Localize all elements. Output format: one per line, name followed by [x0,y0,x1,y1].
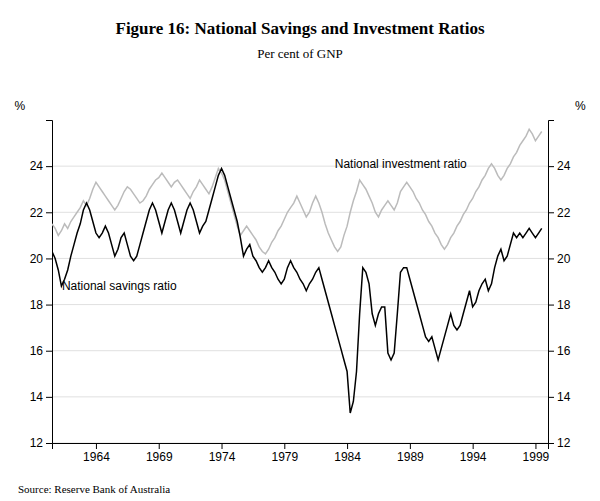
y2-tick-label: 24 [557,159,571,173]
x-tick-mark [159,443,160,449]
y-axis-line [46,121,53,444]
y2-tick: 18 [548,298,571,312]
y-tick-label: 22 [30,206,44,220]
y-tick: 22 [30,206,52,220]
grid-line [52,258,548,259]
y2-tick: 16 [548,344,571,358]
y2-tick-label: 14 [557,390,571,404]
y2-tick-mark [548,212,554,213]
x-tick-label: 1994 [460,450,487,464]
grid [52,166,548,443]
y2-tick-mark [548,351,554,352]
y2-axis-label: % [575,99,586,113]
y2-tick-mark [548,166,554,167]
x-tick: 1974 [209,443,236,464]
subtitle: Per cent of GNP [257,46,343,61]
y2-tick: 12 [548,436,571,450]
y-tick-mark [46,443,52,444]
y-tick: 24 [30,159,52,173]
x-tick-mark [410,443,411,449]
y2-tick: 20 [548,252,571,266]
x-tick-mark [347,443,348,449]
y-axis-label: % [14,99,25,113]
y2-tick-mark [548,397,554,398]
x-tick-label: 1969 [146,450,173,464]
y-tick: 18 [30,298,52,312]
x-tick-label: 1999 [523,450,550,464]
y-tick: 14 [30,390,52,404]
grid-line [52,396,548,397]
y-tick-label: 24 [30,159,44,173]
y2-tick-label: 22 [557,206,571,220]
y2-tick-label: 20 [557,252,571,266]
y2-tick: 22 [548,206,571,220]
title: Figure 16: National Savings and Investme… [116,19,485,38]
x-tick: 1999 [523,443,550,464]
y-tick-mark [46,351,52,352]
x-tick-mark [96,443,97,449]
y2-tick: 24 [548,159,571,173]
y2-tick-mark [548,258,554,259]
source: Source: Reserve Bank of Australia [18,483,170,495]
series-label: National savings ratio [62,279,177,293]
y-tick-label: 12 [30,436,44,450]
x-tick-label: 1974 [209,450,236,464]
y2-tick-label: 12 [557,436,571,450]
y-axis: 12 14 16 18 20 22 24 [30,121,53,451]
series-label: National investment ratio [335,157,467,171]
grid-line [52,166,548,167]
x-axis: 1964 1969 1974 1979 1984 1989 1994 1999 [53,443,550,464]
y-tick-mark [46,166,52,167]
x-axis-line [53,444,549,450]
y-tick-label: 16 [30,344,44,358]
y-tick: 16 [30,344,52,358]
y2-tick: 14 [548,390,571,404]
x-tick: 1964 [83,443,110,464]
x-tick-mark [284,443,285,449]
chart: 1964 1969 1974 1979 1984 1989 1994 1999 12 14 16 18… [0,0,600,501]
y2-tick-label: 18 [557,298,571,312]
x-tick-label: 1979 [271,450,298,464]
y-tick-mark [46,397,52,398]
x-tick-mark [535,443,536,449]
x-tick-mark [473,443,474,449]
y-tick: 20 [30,252,52,266]
x-tick: 1989 [397,443,424,464]
x-tick-label: 1989 [397,450,424,464]
y2-tick-mark [548,305,554,306]
y2-tick-label: 16 [557,344,571,358]
y-tick-label: 20 [30,252,44,266]
plot-area [52,129,542,413]
y2-axis-line [549,121,555,444]
x-tick-mark [222,443,223,449]
x-tick: 1994 [460,443,487,464]
y2-tick-mark [548,443,554,444]
y-tick-mark [46,258,52,259]
x-tick: 1969 [146,443,173,464]
grid-line [52,212,548,213]
x-tick: 1979 [271,443,298,464]
y-tick-label: 18 [30,298,44,312]
x-tick-label: 1984 [334,450,361,464]
y2-axis: 12 14 16 18 20 22 24 [548,121,571,451]
y-tick-mark [46,305,52,306]
y-tick: 12 [30,436,52,450]
x-tick-label: 1964 [83,450,110,464]
x-tick: 1984 [334,443,361,464]
grid-line [52,350,548,351]
y-tick-mark [46,212,52,213]
series-line [52,168,542,413]
y-tick-label: 14 [30,390,44,404]
